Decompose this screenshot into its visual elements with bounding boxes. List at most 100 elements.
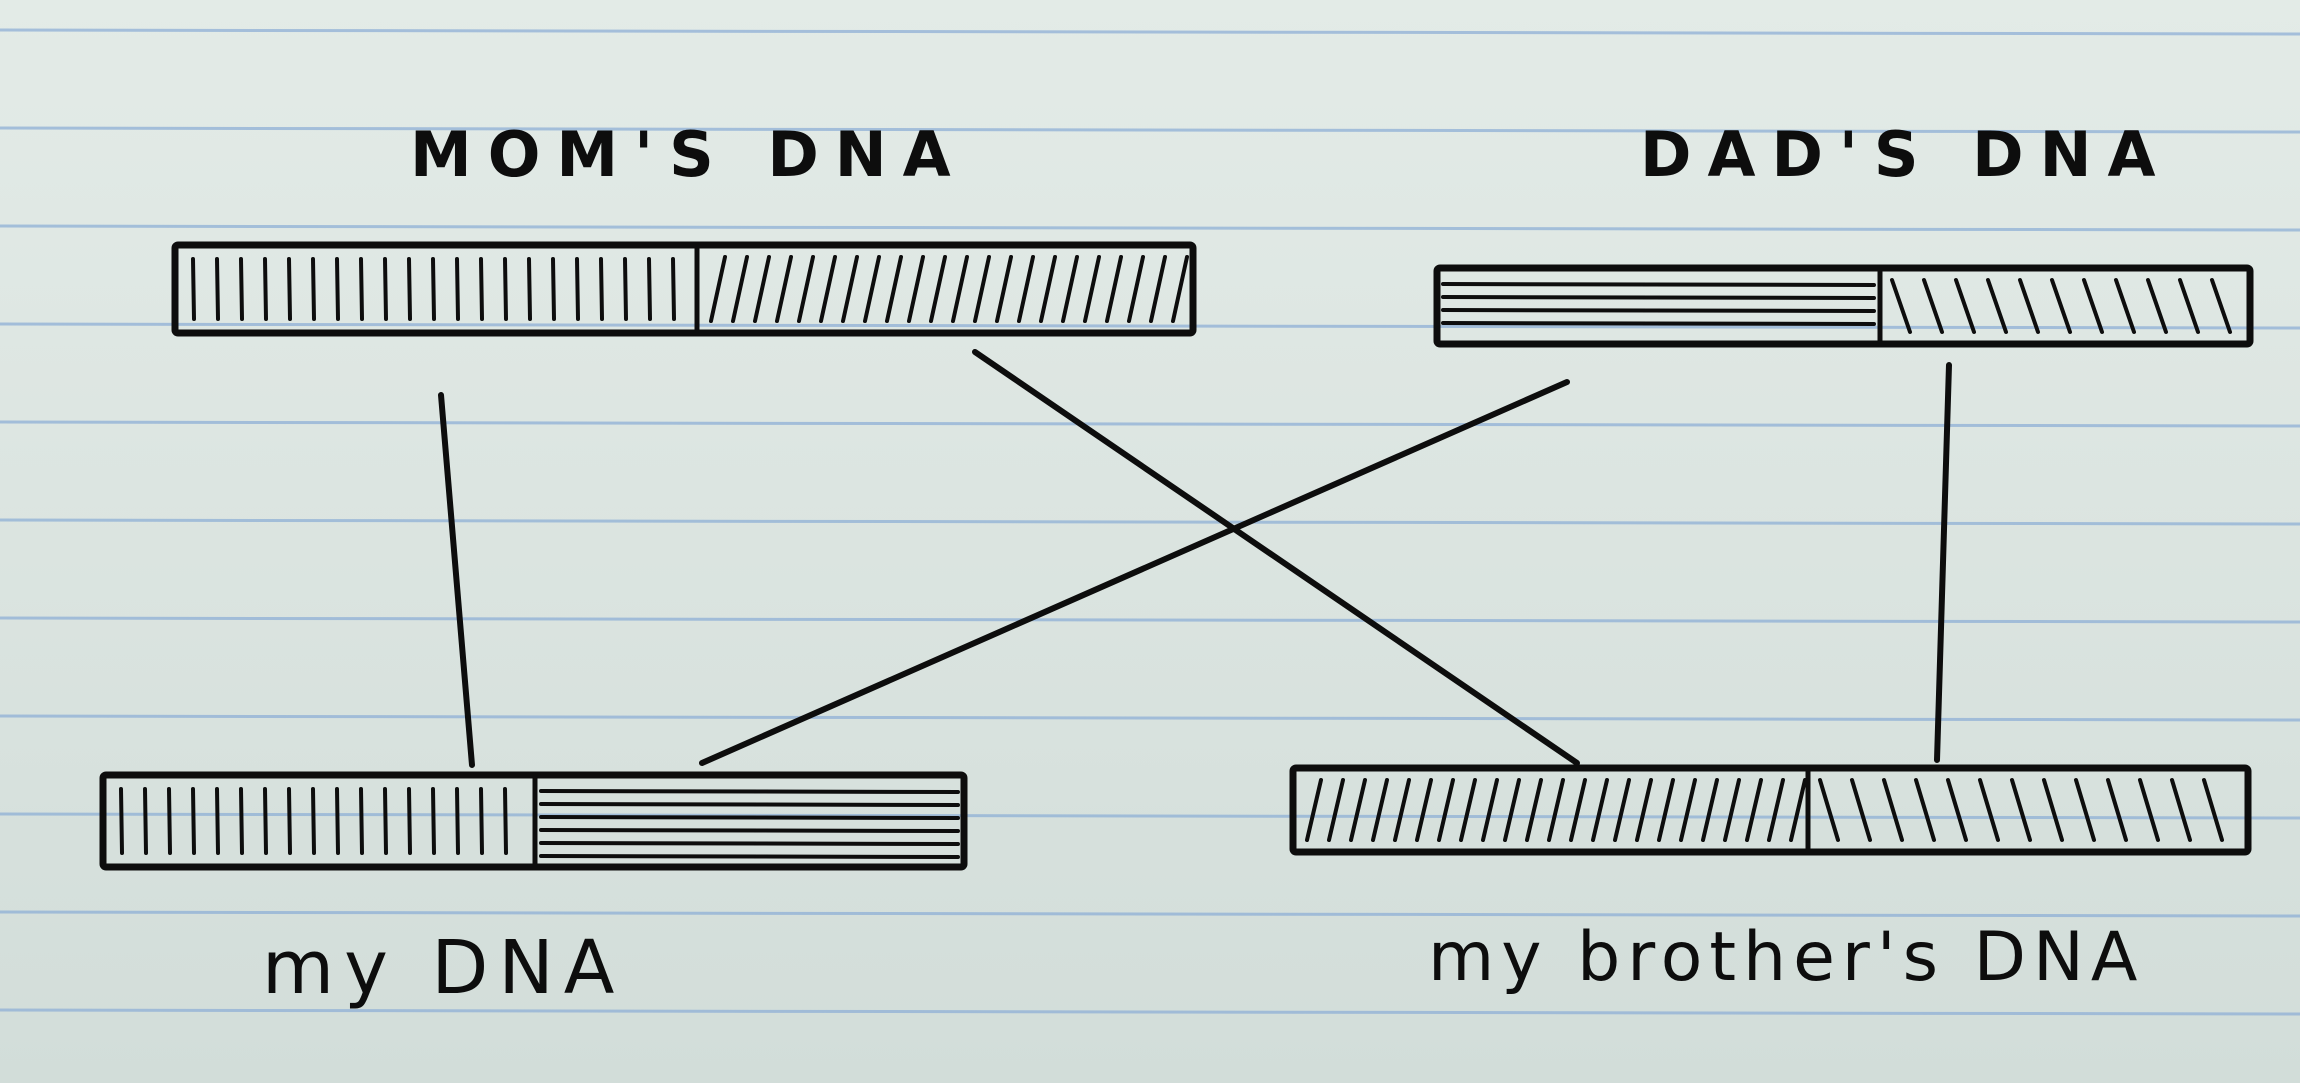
hatch-mark bbox=[1946, 778, 1968, 842]
dad-to-me-line bbox=[699, 379, 1570, 766]
hatch-mark bbox=[929, 255, 947, 323]
my-dna-label: my DNA bbox=[262, 925, 625, 1011]
hatch-mark bbox=[2114, 278, 2136, 334]
hatch-mark bbox=[263, 787, 268, 855]
hatch-mark bbox=[731, 255, 749, 323]
hatch-mark bbox=[819, 255, 837, 323]
ruled-line bbox=[0, 322, 2300, 330]
hatch-mark bbox=[2202, 778, 2224, 842]
hatch-mark bbox=[775, 255, 793, 323]
hatch-mark bbox=[1061, 255, 1079, 323]
hatch-mark bbox=[1701, 778, 1719, 842]
hatch-mark bbox=[1679, 778, 1697, 842]
hatch-mark bbox=[335, 257, 340, 321]
hatch-mark bbox=[311, 787, 316, 855]
hatch-mark bbox=[1745, 778, 1763, 842]
hatch-mark bbox=[287, 257, 292, 321]
hatch-mark bbox=[2050, 278, 2072, 334]
bar-outline bbox=[1433, 264, 2254, 348]
hatch-mark bbox=[1039, 255, 1057, 323]
hatch-mark bbox=[973, 255, 991, 323]
hatch-mark bbox=[2074, 778, 2096, 842]
hatch-mark bbox=[1569, 778, 1587, 842]
hatch-mark bbox=[503, 257, 508, 321]
hatch-mark bbox=[239, 257, 244, 321]
hatch-mark bbox=[2018, 278, 2040, 334]
hatch-mark bbox=[2138, 778, 2160, 842]
hatch-mark bbox=[1441, 321, 1876, 326]
hatch-mark bbox=[191, 787, 196, 855]
hatch-mark bbox=[1657, 778, 1675, 842]
hatch-mark bbox=[2042, 778, 2064, 842]
hatch-mark bbox=[431, 787, 436, 855]
ruled-line bbox=[0, 28, 2300, 36]
ruled-line bbox=[0, 714, 2300, 722]
hatch-mark bbox=[539, 815, 960, 820]
hatch-mark bbox=[995, 255, 1013, 323]
hatch-mark bbox=[479, 257, 484, 321]
hatch-mark bbox=[1437, 778, 1455, 842]
hatch-mark bbox=[1978, 778, 2000, 842]
hatch-mark bbox=[479, 787, 484, 855]
dad-to-brother-line bbox=[1934, 362, 1952, 763]
hatch-mark bbox=[1305, 778, 1323, 842]
hatch-mark bbox=[1371, 778, 1389, 842]
hatch-mark bbox=[1503, 778, 1521, 842]
hatch-mark bbox=[527, 257, 532, 321]
hatch-mark bbox=[1459, 778, 1477, 842]
hatch-mark bbox=[359, 787, 364, 855]
hatch-mark bbox=[885, 255, 903, 323]
hatch-mark bbox=[1083, 255, 1101, 323]
ruled-line bbox=[0, 224, 2300, 232]
hatch-mark bbox=[1441, 282, 1876, 287]
ruled-line bbox=[0, 616, 2300, 624]
hatch-mark bbox=[1723, 778, 1741, 842]
dna-bars bbox=[99, 241, 2254, 871]
hatch-mark bbox=[1882, 778, 1904, 842]
hatch-mark bbox=[539, 854, 960, 859]
hatch-mark bbox=[1954, 278, 1976, 334]
mom-to-me-line bbox=[438, 392, 475, 768]
hatch-mark bbox=[1127, 255, 1145, 323]
hatch-mark bbox=[1922, 278, 1944, 334]
mom-to-brother-line bbox=[972, 349, 1580, 766]
hatch-mark bbox=[1393, 778, 1411, 842]
hatch-mark bbox=[2210, 278, 2232, 334]
hatch-mark bbox=[1635, 778, 1653, 842]
ruled-line bbox=[0, 518, 2300, 526]
ruled-lines bbox=[0, 28, 2300, 1016]
hatch-mark bbox=[797, 255, 815, 323]
hatch-mark bbox=[1349, 778, 1367, 842]
hatch-mark bbox=[335, 787, 340, 855]
hatch-mark bbox=[647, 257, 652, 321]
brothers-dna-bar bbox=[1289, 764, 2252, 856]
ruled-line bbox=[0, 420, 2300, 428]
hatch-mark bbox=[383, 257, 388, 321]
hatch-mark bbox=[951, 255, 969, 323]
hatch-mark bbox=[359, 257, 364, 321]
hatch-mark bbox=[215, 257, 220, 321]
hatch-mark bbox=[1591, 778, 1609, 842]
hatch-mark bbox=[1547, 778, 1565, 842]
hatch-mark bbox=[2146, 278, 2168, 334]
hatch-mark bbox=[2010, 778, 2032, 842]
hatch-mark bbox=[671, 257, 676, 321]
moms-dna-bar bbox=[171, 241, 1197, 337]
hatch-mark bbox=[1327, 778, 1345, 842]
hatch-mark bbox=[1767, 778, 1785, 842]
my-dna-bar bbox=[99, 771, 968, 871]
hatch-mark bbox=[539, 789, 960, 794]
moms-dna-label: MOM'S DNA bbox=[410, 118, 967, 191]
hatch-mark bbox=[2170, 778, 2192, 842]
hatch-mark bbox=[1441, 295, 1876, 300]
ruled-line bbox=[0, 910, 2300, 918]
hatch-mark bbox=[2106, 778, 2128, 842]
hatch-mark bbox=[455, 787, 460, 855]
hatch-mark bbox=[1441, 308, 1876, 313]
hatch-mark bbox=[753, 255, 771, 323]
brothers-dna-label: my brother's DNA bbox=[1428, 918, 2145, 997]
hatch-mark bbox=[1171, 255, 1189, 323]
hatch-mark bbox=[539, 828, 960, 833]
hatch-mark bbox=[1890, 278, 1912, 334]
